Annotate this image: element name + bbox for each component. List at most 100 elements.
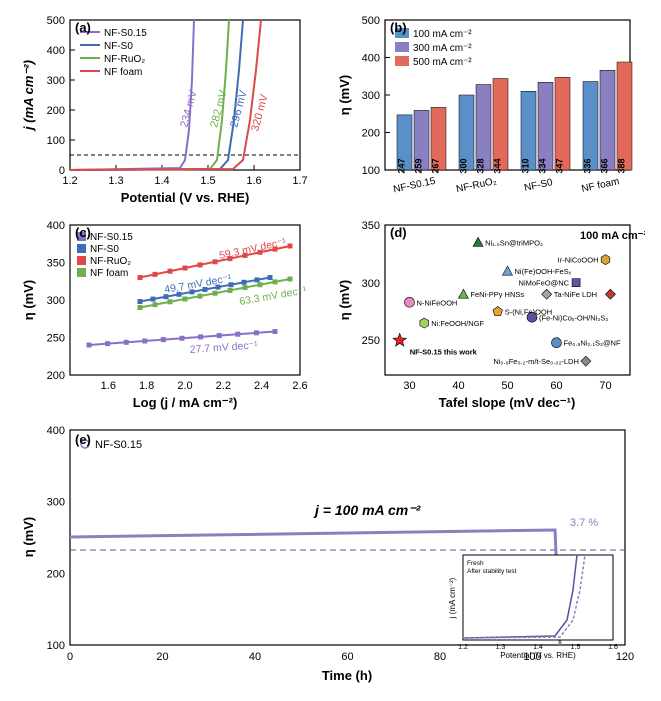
svg-text:(c): (c) <box>75 225 91 240</box>
svg-text:NF-S0: NF-S0 <box>104 41 133 52</box>
svg-text:1.2: 1.2 <box>458 644 468 651</box>
svg-text:100: 100 <box>47 640 65 652</box>
svg-text:Fresh: Fresh <box>467 560 484 567</box>
panel-a: 1.2 1.3 1.4 1.5 1.6 1.7 0 100 200 300 40… <box>15 10 325 205</box>
svg-text:Ni₀.₈Fe₀.₂-m/t-Se₀.₀₂-LDH: Ni₀.₈Fe₀.₂-m/t-Se₀.₀₂-LDH <box>493 357 579 366</box>
panel-e: 0 20 40 60 80 100 120 100 200 300 400 NF… <box>15 420 645 690</box>
svg-text:0: 0 <box>67 651 73 663</box>
svg-text:400: 400 <box>47 425 65 437</box>
svg-text:1.8: 1.8 <box>139 380 154 392</box>
svg-text:366: 366 <box>600 158 610 173</box>
svg-text:500: 500 <box>47 15 65 27</box>
svg-text:247: 247 <box>397 158 407 173</box>
svg-text:300 mA cm⁻²: 300 mA cm⁻² <box>413 43 472 54</box>
svg-text:1.6: 1.6 <box>608 644 618 651</box>
svg-text:2.4: 2.4 <box>254 380 269 392</box>
svg-text:NF-S0.15: NF-S0.15 <box>90 232 133 243</box>
svg-text:1.3: 1.3 <box>108 175 123 187</box>
svg-text:Tafel slope (mV dec⁻¹): Tafel slope (mV dec⁻¹) <box>439 395 576 410</box>
svg-text:310: 310 <box>521 158 531 173</box>
svg-text:80: 80 <box>434 651 446 663</box>
chart-d: 30 40 50 60 70 250 300 350 NF-S0.15 this… <box>335 215 645 410</box>
svg-text:388: 388 <box>617 158 627 173</box>
svg-text:(e): (e) <box>75 432 91 447</box>
svg-text:NF foam: NF foam <box>581 176 621 195</box>
svg-text:347: 347 <box>555 158 565 173</box>
svg-text:1.6: 1.6 <box>101 380 116 392</box>
svg-text:After stability test: After stability test <box>467 568 517 575</box>
svg-text:334: 334 <box>538 158 548 173</box>
svg-text:70: 70 <box>599 380 611 392</box>
svg-text:1.7: 1.7 <box>292 175 307 187</box>
svg-text:259: 259 <box>414 158 424 173</box>
svg-text:20: 20 <box>156 651 168 663</box>
svg-text:100: 100 <box>47 135 65 147</box>
svg-text:60: 60 <box>341 651 353 663</box>
svg-text:300: 300 <box>459 158 469 173</box>
svg-text:500: 500 <box>362 15 380 27</box>
svg-text:Potential (V vs. RHE): Potential (V vs. RHE) <box>500 651 576 660</box>
svg-text:50: 50 <box>501 380 513 392</box>
svg-text:(Fe-Ni)Coₓ-OH/Ni₃S₂: (Fe-Ni)Coₓ-OH/Ni₃S₂ <box>539 313 608 322</box>
svg-text:j = 100 mA cm⁻²: j = 100 mA cm⁻² <box>313 502 421 518</box>
svg-text:NF foam: NF foam <box>90 268 128 279</box>
svg-text:400: 400 <box>47 45 65 57</box>
svg-text:0: 0 <box>59 165 65 177</box>
svg-text:328: 328 <box>476 158 486 173</box>
svg-text:(d): (d) <box>390 225 407 240</box>
svg-text:300: 300 <box>47 497 65 509</box>
panel-d: 30 40 50 60 70 250 300 350 NF-S0.15 this… <box>335 215 645 410</box>
svg-text:(b): (b) <box>390 20 407 35</box>
svg-text:100 mA cm⁻²: 100 mA cm⁻² <box>413 29 472 40</box>
svg-text:Log (j / mA cm⁻²): Log (j / mA cm⁻²) <box>133 395 238 410</box>
svg-text:60: 60 <box>550 380 562 392</box>
svg-text:NF-S0: NF-S0 <box>523 177 554 194</box>
svg-text:NF-S0.15: NF-S0.15 <box>95 439 142 451</box>
svg-text:(a): (a) <box>75 20 91 35</box>
svg-text:1.4: 1.4 <box>533 644 543 651</box>
svg-text:350: 350 <box>362 220 380 232</box>
svg-text:Ta-NiFe LDH: Ta-NiFe LDH <box>554 290 597 299</box>
svg-text:Potential (V vs. RHE): Potential (V vs. RHE) <box>121 190 250 205</box>
svg-text:100: 100 <box>362 165 380 177</box>
svg-text:j (mA cm⁻²): j (mA cm⁻²) <box>448 577 457 619</box>
svg-text:η (mV): η (mV) <box>21 517 36 557</box>
svg-text:NF-S0.15: NF-S0.15 <box>104 28 147 39</box>
svg-text:Ir-NiCoOOH: Ir-NiCoOOH <box>558 256 599 265</box>
svg-text:j (mA cm⁻²): j (mA cm⁻²) <box>21 60 36 132</box>
chart-c: 1.6 1.8 2.0 2.2 2.4 2.6 200 250 300 350 … <box>15 215 325 410</box>
svg-text:200: 200 <box>47 370 65 382</box>
svg-text:344: 344 <box>493 158 503 173</box>
svg-text:1.4: 1.4 <box>154 175 169 187</box>
svg-text:N-NiFeOOH: N-NiFeOOH <box>417 298 458 307</box>
svg-text:250: 250 <box>47 333 65 345</box>
svg-text:100 mA cm⁻²: 100 mA cm⁻² <box>580 230 645 242</box>
svg-text:NF-RuO₂: NF-RuO₂ <box>104 54 145 65</box>
svg-text:η (mV): η (mV) <box>21 280 36 320</box>
chart-a: 1.2 1.3 1.4 1.5 1.6 1.7 0 100 200 300 40… <box>15 10 325 205</box>
chart-e: 0 20 40 60 80 100 120 100 200 300 400 NF… <box>15 420 645 690</box>
svg-text:NF-S0.15 this work: NF-S0.15 this work <box>410 347 478 356</box>
svg-text:300: 300 <box>47 295 65 307</box>
svg-text:NF-RuO₂: NF-RuO₂ <box>90 256 131 267</box>
svg-text:30: 30 <box>403 380 415 392</box>
svg-text:300: 300 <box>362 90 380 102</box>
svg-text:Ni₁.₅Sn@triMPO₄: Ni₁.₅Sn@triMPO₄ <box>485 238 543 247</box>
svg-text:300: 300 <box>47 75 65 87</box>
svg-text:200: 200 <box>47 568 65 580</box>
svg-text:η (mV): η (mV) <box>337 75 352 115</box>
svg-text:336: 336 <box>583 158 593 173</box>
svg-text:Time (h): Time (h) <box>322 668 372 683</box>
svg-text:NiMoFeO@NC: NiMoFeO@NC <box>519 279 570 288</box>
svg-text:2.2: 2.2 <box>216 380 231 392</box>
panel-c: 1.6 1.8 2.0 2.2 2.4 2.6 200 250 300 350 … <box>15 215 325 410</box>
svg-text:Ni(Fe)OOH-FeSₓ: Ni(Fe)OOH-FeSₓ <box>515 267 572 276</box>
svg-text:NF foam: NF foam <box>104 67 142 78</box>
svg-text:267: 267 <box>431 158 441 173</box>
svg-text:40: 40 <box>249 651 261 663</box>
svg-text:1.5: 1.5 <box>200 175 215 187</box>
svg-text:2.6: 2.6 <box>292 380 307 392</box>
svg-text:NF-RuO₂: NF-RuO₂ <box>455 176 498 195</box>
chart-b: 100 200 300 400 500 24725926730032834431… <box>335 10 645 205</box>
svg-text:300: 300 <box>362 278 380 290</box>
